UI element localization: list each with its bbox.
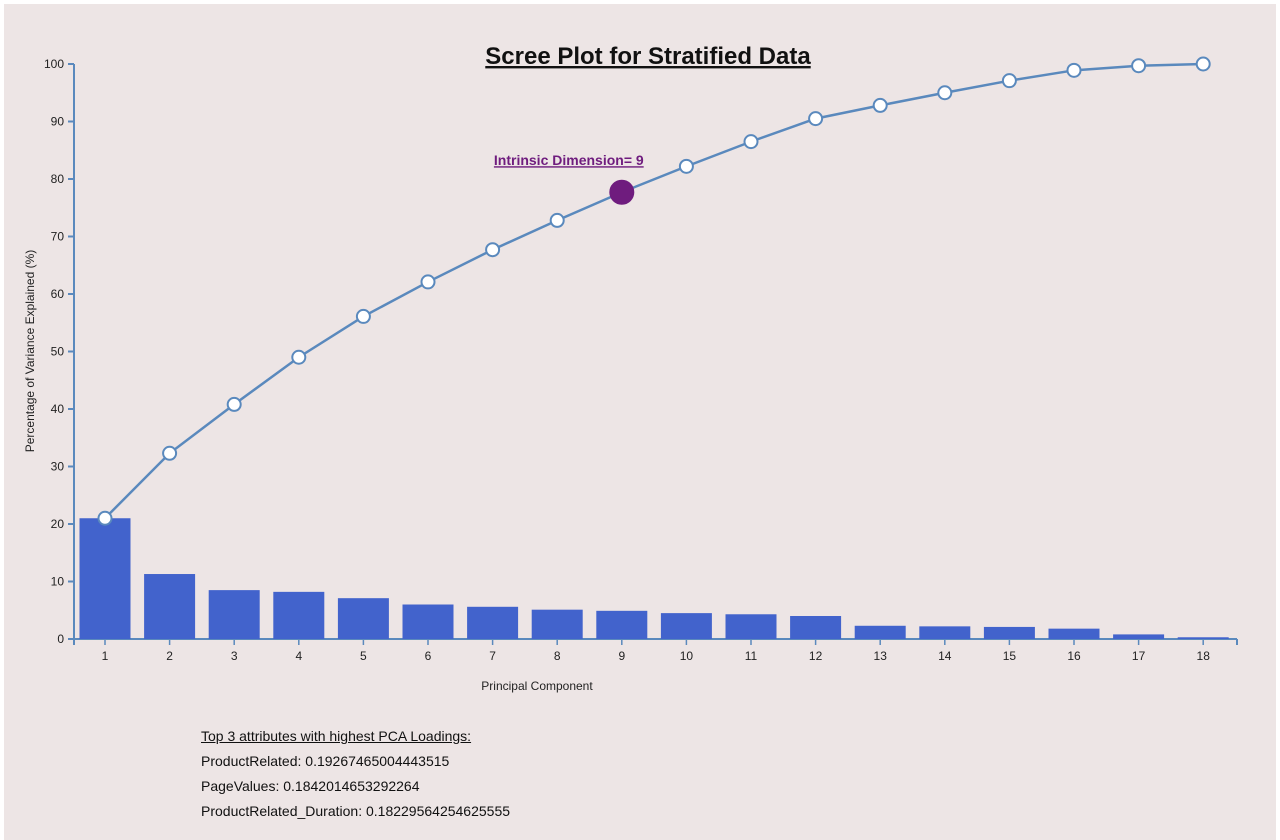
line-point: [872, 97, 888, 113]
chart-title: Scree Plot for Stratified Data: [485, 43, 811, 70]
intrinsic-dimension-point: [609, 179, 635, 205]
x-tick-label: 8: [554, 649, 561, 663]
line-point: [485, 242, 501, 258]
x-tick-label: 5: [360, 649, 367, 663]
line-point: [1001, 73, 1017, 89]
x-tick-label: 9: [618, 649, 625, 663]
x-tick-label: 14: [938, 649, 952, 663]
line-point: [355, 308, 371, 324]
bar: [273, 591, 325, 639]
y-tick-label: 100: [44, 57, 64, 71]
y-tick-label: 10: [51, 575, 65, 589]
line-point: [97, 510, 113, 526]
line-point: [291, 349, 307, 365]
bar: [1113, 634, 1165, 639]
y-tick-label: 20: [51, 517, 65, 531]
y-tick-label: 30: [51, 460, 65, 474]
intrinsic-dimension-label: Intrinsic Dimension= 9: [494, 152, 644, 168]
loading-item: ProductRelated_Duration: 0.1822956425462…: [201, 803, 511, 819]
line-point: [1066, 62, 1082, 78]
line-point: [162, 445, 178, 461]
bar: [1048, 628, 1100, 639]
bar: [790, 616, 842, 639]
y-tick-label: 60: [51, 287, 65, 301]
pca-loadings-panel: Top 3 attributes with highest PCA Loadin…: [201, 727, 510, 827]
bar: [983, 626, 1035, 639]
bar: [854, 625, 906, 639]
x-tick-label: 4: [295, 649, 302, 663]
bar: [79, 518, 131, 639]
y-tick-label: 0: [57, 632, 64, 646]
line-point: [808, 111, 824, 127]
bar: [919, 626, 971, 639]
x-tick-label: 7: [489, 649, 496, 663]
cumulative-line: [104, 62, 1204, 520]
loadings-heading: Top 3 attributes with highest PCA Loadin…: [201, 728, 472, 744]
y-axis: 0 10 20 30 40 50 60 70 80 90 100: [44, 57, 75, 646]
x-tick-label: 3: [231, 649, 238, 663]
loading-item: PageValues: 0.1842014653292264: [201, 778, 420, 794]
line-point: [743, 134, 759, 150]
y-tick-label: 80: [51, 172, 65, 186]
loading-item: ProductRelated: 0.19267465004443515: [201, 753, 450, 769]
y-tick-label: 50: [51, 345, 65, 359]
bar: [1177, 637, 1229, 639]
bar: [208, 590, 260, 639]
y-tick-label: 90: [51, 115, 65, 129]
bar: [725, 614, 777, 639]
bar: [402, 604, 454, 639]
bar: [531, 609, 583, 639]
x-tick-label: 11: [745, 649, 758, 663]
bar: [596, 610, 648, 639]
line-point: [420, 274, 436, 290]
bar: [144, 574, 196, 639]
bar: [467, 606, 519, 639]
line-point: [678, 158, 694, 174]
cumulative-line-series: [97, 56, 1211, 526]
x-tick-label: 17: [1132, 649, 1146, 663]
y-axis-label: Percentage of Variance Explained (%): [23, 250, 37, 453]
line-point: [1131, 58, 1147, 74]
x-tick-label: 15: [1003, 649, 1017, 663]
x-tick-label: 13: [874, 649, 888, 663]
x-tick-label: 12: [809, 649, 823, 663]
line-point: [1195, 56, 1211, 72]
x-tick-label: 2: [166, 649, 173, 663]
chart-panel: [4, 4, 1276, 840]
bar: [337, 598, 389, 639]
bar-series: [79, 518, 1229, 639]
bar: [660, 613, 712, 639]
line-point: [937, 85, 953, 101]
y-tick-label: 70: [51, 230, 65, 244]
y-tick-label: 40: [51, 402, 65, 416]
x-tick-label: 18: [1197, 649, 1211, 663]
x-axis-label: Principal Component: [481, 679, 593, 693]
x-tick-label: 1: [102, 649, 109, 663]
x-tick-label: 16: [1067, 649, 1081, 663]
line-point: [549, 212, 565, 228]
x-tick-label: 6: [425, 649, 432, 663]
x-axis: 1 2 3 4 5 6 7 8 9 10 11 12 13 14 15 16 17 18: [73, 638, 1238, 663]
x-tick-label: 10: [680, 649, 694, 663]
line-point: [226, 396, 242, 412]
